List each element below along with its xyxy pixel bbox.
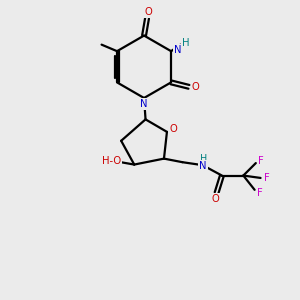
Text: O: O [212, 194, 219, 204]
Text: N: N [200, 161, 207, 171]
Text: N: N [174, 45, 182, 55]
Text: F: F [264, 173, 269, 183]
Text: H: H [182, 38, 190, 48]
Text: O: O [144, 7, 152, 17]
Text: O: O [192, 82, 199, 92]
Text: N: N [140, 99, 147, 109]
Text: O: O [169, 124, 177, 134]
Text: F: F [257, 188, 263, 198]
Text: F: F [258, 156, 264, 166]
Text: H: H [200, 154, 207, 164]
Text: H-O: H-O [102, 156, 121, 166]
